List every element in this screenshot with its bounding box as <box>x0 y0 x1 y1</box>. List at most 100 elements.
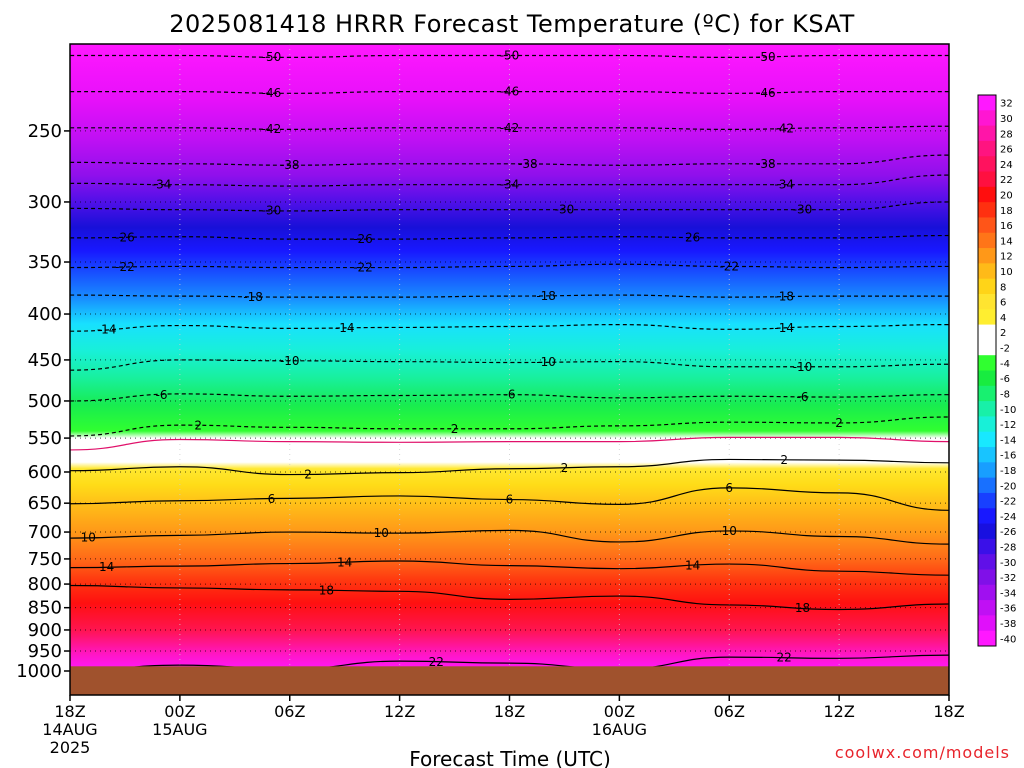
contour-label: -22 <box>115 260 135 274</box>
colorbar-label: -4 <box>1000 359 1010 370</box>
contour-label: -18 <box>774 290 794 304</box>
colorbar-swatch <box>978 263 996 280</box>
contour-label: -6 <box>504 388 516 402</box>
x-tick-label: 00Z <box>164 702 195 721</box>
y-tick-label: 350 <box>28 252 62 273</box>
contour-line <box>70 174 949 187</box>
colorbar-label: -22 <box>1000 497 1016 508</box>
colorbar-label: 32 <box>1000 99 1013 110</box>
contour-line <box>70 487 949 511</box>
contour-label: -6 <box>797 390 809 404</box>
contour-line <box>70 654 949 672</box>
contour-line <box>70 436 949 451</box>
contour-label: -46 <box>262 86 282 100</box>
contour-lines: -50 -50 -50 -46 -46 -46 -42 -42 -42 -38 -38 -38 -34 -… <box>70 49 949 672</box>
contour-label: -38 <box>280 158 300 172</box>
contour-line <box>70 458 949 476</box>
colorbar-label: 8 <box>1000 282 1006 293</box>
contour-label: -10 <box>793 360 813 374</box>
contour-line <box>70 294 949 298</box>
contour-line <box>70 54 949 59</box>
contour-label: -22 <box>353 261 373 275</box>
contour-label: -50 <box>262 50 282 64</box>
colorbar-swatch <box>978 416 996 433</box>
contour-line <box>70 416 949 437</box>
colorbar-label: 10 <box>1000 267 1013 278</box>
colorbar-swatch <box>978 431 996 448</box>
colorbar-label: 26 <box>1000 145 1013 156</box>
y-tick-label: 400 <box>28 304 62 325</box>
x-tick-label: 12Z <box>823 702 854 721</box>
colorbar-swatch <box>978 630 996 647</box>
colorbar-swatch <box>978 401 996 417</box>
contour-label: -34 <box>774 178 794 192</box>
contour-label: -22 <box>719 259 739 273</box>
contour-label: 2 <box>451 422 459 436</box>
colorbar-swatch <box>978 600 996 616</box>
contour-label: 14 <box>337 555 352 569</box>
contour-label: -42 <box>262 122 282 136</box>
contour-label: 10 <box>81 531 96 545</box>
contour-line <box>70 263 949 269</box>
colorbar-swatch <box>978 462 996 479</box>
colorbar-label: 30 <box>1000 114 1013 125</box>
colorbar-label: -10 <box>1000 405 1016 416</box>
contour-line <box>70 359 949 371</box>
colorbar-swatch <box>978 186 996 203</box>
x-tick-label: 18Z <box>54 702 85 721</box>
y-tick-label: 550 <box>28 428 62 449</box>
colorbar-legend: 32 30 28 26 24 22 20 18 16 14 12 10 8 6 4 2 -2 -4 -6 -8 -10 -… <box>977 94 1016 647</box>
colorbar-swatch <box>978 125 996 142</box>
colorbar-swatch <box>978 569 996 586</box>
colorbar-swatch <box>978 447 996 463</box>
x-tick-label: 06Z <box>274 702 305 721</box>
colorbar-swatch <box>978 477 996 494</box>
x-tick-label: 00Z <box>604 702 635 721</box>
colorbar-swatch <box>978 370 996 387</box>
y-tick-label: 700 <box>28 522 62 543</box>
credit-link[interactable]: coolwx.com/models <box>835 743 1010 762</box>
colorbar-label: 16 <box>1000 221 1013 232</box>
colorbar-label: 20 <box>1000 190 1013 201</box>
x-tick-label: 18Z <box>494 702 525 721</box>
y-tick-label: 750 <box>28 549 62 570</box>
colorbar-label: -2 <box>1000 344 1010 355</box>
grid-lines <box>70 44 949 695</box>
colorbar-swatch <box>978 355 996 371</box>
colorbar-label: -30 <box>1000 558 1016 569</box>
y-tick-label: 650 <box>28 493 62 514</box>
y-axis: 2503003504004505005506006507007508008509… <box>16 121 70 682</box>
contour-label: 10 <box>722 524 737 538</box>
contour-label: -6 <box>156 388 168 402</box>
contour-line <box>70 324 949 332</box>
colorbar-label: 18 <box>1000 206 1013 217</box>
contour-line <box>70 584 949 611</box>
contour-label: -14 <box>97 322 117 336</box>
contour-label: -26 <box>115 230 135 244</box>
contour-label: -18 <box>243 290 263 304</box>
contour-label: -30 <box>262 204 282 218</box>
contour-label: -38 <box>756 157 776 171</box>
colorbar-label: 4 <box>1000 313 1006 324</box>
y-tick-label: 300 <box>28 192 62 213</box>
y-tick-label: 450 <box>28 350 62 371</box>
colorbar-label: -18 <box>1000 466 1016 477</box>
ground-below-surface <box>70 666 949 695</box>
x-axis-label: Forecast Time (UTC) <box>409 747 611 768</box>
colorbar-label: -12 <box>1000 420 1016 431</box>
y-tick-label: 1000 <box>16 661 62 682</box>
y-tick-label: 250 <box>28 121 62 142</box>
colorbar-label: -34 <box>1000 588 1016 599</box>
colorbar-label: 22 <box>1000 175 1013 186</box>
colorbar-label: -40 <box>1000 634 1016 645</box>
contour-label: -38 <box>518 157 538 171</box>
contour-label: 18 <box>795 601 810 615</box>
colorbar-swatch <box>978 324 996 341</box>
colorbar-swatch <box>978 217 996 234</box>
contour-label: -10 <box>280 354 300 368</box>
contour-label: 14 <box>685 559 700 573</box>
y-tick-label: 500 <box>28 391 62 412</box>
contour-label: 2 <box>780 453 788 467</box>
colorbar-frame <box>977 94 997 647</box>
